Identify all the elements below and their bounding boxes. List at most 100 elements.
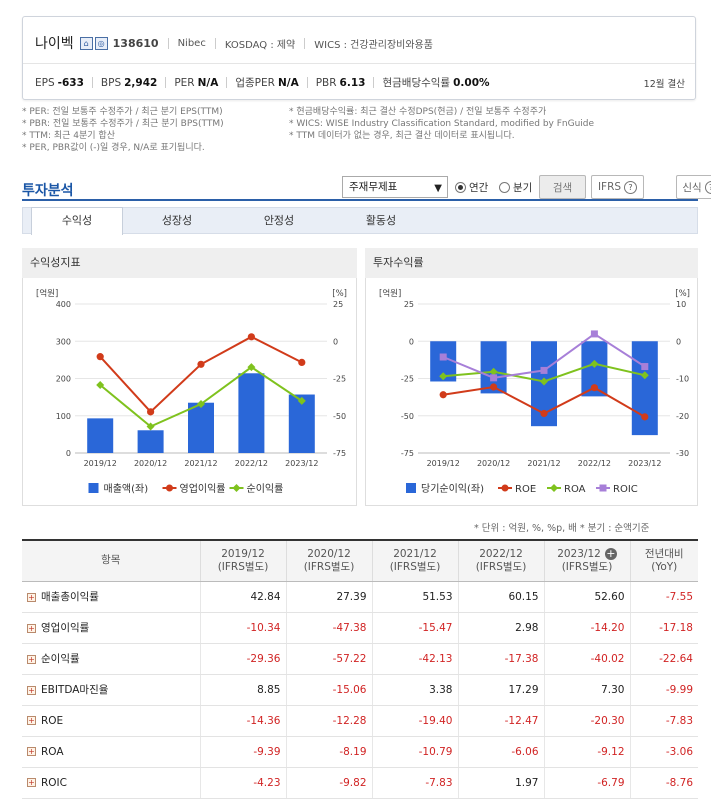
- note: * TTM: 최근 4분기 합산: [22, 131, 115, 141]
- metric-value: 6.13: [339, 76, 366, 89]
- english-name: Nibec: [177, 37, 206, 49]
- new-format-label: 신식: [682, 181, 702, 194]
- search-button-label: 검색: [552, 181, 573, 194]
- y2-tick-label: -50: [333, 412, 346, 421]
- statement-select[interactable]: 주재무제표 ▼: [342, 176, 448, 198]
- table-cell: 3.38: [371, 674, 458, 706]
- divider: [304, 37, 306, 49]
- metric-key: PER: [174, 76, 195, 89]
- column-basis: (IFRS별도): [561, 560, 613, 573]
- row-label: 순이익률: [41, 653, 80, 665]
- tab-profitability[interactable]: 수익성: [31, 207, 123, 235]
- table-body: + 매출총이익률 42.84 27.39 51.53 60.15 52.60 -7.55 + 영업…: [22, 581, 698, 799]
- legend-label: ROIC: [613, 484, 638, 495]
- series-point: [297, 396, 306, 405]
- bar: [631, 341, 658, 436]
- section-underline: [22, 199, 698, 201]
- expand-icon[interactable]: +: [27, 778, 36, 787]
- radio-annual-label: 연간: [469, 182, 489, 194]
- row-label-cell[interactable]: + ROIC: [22, 767, 200, 799]
- expand-icon[interactable]: +: [27, 716, 36, 725]
- column-period: 2019/12: [221, 547, 265, 560]
- metric-item: 업종PER N/A: [235, 75, 298, 90]
- y-tick-label: 300: [56, 337, 71, 346]
- radio-quarter[interactable]: 분기: [499, 180, 532, 195]
- table-cell: 17.29: [457, 674, 544, 706]
- table-header-row: 항목 2019/12 (IFRS별도) 2020/12 (IFRS별도) 2021/…: [22, 539, 698, 582]
- company-icon[interactable]: ◎: [94, 36, 108, 50]
- series-point: [590, 330, 598, 338]
- table-row: + ROA -9.39 -8.19 -10.79 -6.06 -9.12 -3.06: [22, 736, 698, 768]
- row-label-cell[interactable]: + 매출총이익률: [22, 581, 200, 613]
- table-cell: 51.53: [371, 581, 458, 613]
- table-cell: -7.83: [629, 705, 698, 737]
- y-tick-label: -50: [401, 412, 414, 421]
- tab-activity[interactable]: 활동성: [365, 214, 397, 227]
- left-panel-title: 수익성지표: [22, 248, 357, 278]
- metrics-row: EPS -633 BPS 2,942 PER N/A 업종PER N/A PBR 6.13 현금배당…: [35, 75, 490, 90]
- row-label-cell[interactable]: + 순이익률: [22, 643, 200, 675]
- radio-dot-icon: [455, 182, 466, 193]
- row-label-cell[interactable]: + ROE: [22, 705, 200, 737]
- y2-tick-label: 25: [333, 300, 343, 309]
- tab-stability[interactable]: 안정성: [263, 214, 295, 227]
- tab-growth[interactable]: 성장성: [161, 214, 193, 227]
- row-label: ROIC: [41, 776, 67, 789]
- table-cell: -3.06: [629, 736, 698, 768]
- chevron-down-icon: ▼: [434, 183, 442, 194]
- expand-icon[interactable]: +: [27, 747, 36, 756]
- table-cell: -6.06: [457, 736, 544, 768]
- x-tick-label: 2019/12: [84, 459, 117, 468]
- return-chart: [억원] [%] 25 0 -25 -50 -75 10 0 -10 -20 -30 2019/12 20…: [379, 288, 690, 495]
- settlement-label: 12월 결산: [643, 79, 685, 90]
- metric-value: 2,942: [124, 76, 158, 89]
- ifrs-help-button[interactable]: IFRS ?: [591, 175, 644, 199]
- table-cell: 1.97: [457, 767, 544, 799]
- new-format-button[interactable]: 신식 ?: [676, 175, 711, 199]
- column-basis: (IFRS별도): [217, 560, 269, 573]
- company-name: 나이벡: [35, 36, 74, 52]
- series-point: [490, 374, 498, 382]
- y-tick-label: 0: [409, 337, 414, 346]
- expand-icon[interactable]: +: [27, 654, 36, 664]
- table-cell: -22.64: [629, 643, 698, 675]
- divider: [226, 77, 228, 88]
- radio-quarter-label: 분기: [513, 182, 533, 194]
- column-period: 2021/12: [393, 547, 437, 560]
- radio-annual[interactable]: 연간: [455, 180, 488, 195]
- statement-select-value: 주재무제표: [349, 181, 398, 193]
- table-cell: -9.39: [199, 736, 286, 768]
- expand-icon[interactable]: +: [27, 592, 36, 602]
- series-point: [540, 409, 548, 418]
- home-icon[interactable]: ⌂: [79, 36, 93, 50]
- add-column-icon[interactable]: +: [604, 546, 617, 560]
- expand-icon[interactable]: +: [27, 685, 36, 695]
- help-icon: ?: [624, 180, 638, 194]
- table-cell: -10.79: [371, 736, 458, 768]
- x-tick-label: 2022/12: [235, 459, 268, 468]
- divider: [165, 77, 167, 88]
- expand-icon[interactable]: +: [27, 623, 36, 633]
- table-cell: -6.79: [543, 767, 630, 799]
- metric-key: 업종PER: [235, 77, 275, 89]
- search-button[interactable]: 검색: [539, 175, 586, 199]
- table-cell: -17.38: [457, 643, 544, 675]
- table-cell: -57.22: [285, 643, 372, 675]
- row-label-cell[interactable]: + ROA: [22, 736, 200, 768]
- series-point: [197, 400, 205, 409]
- metric-value: -633: [57, 76, 84, 89]
- row-label-cell[interactable]: + EBITDA마진율: [22, 674, 200, 706]
- table-cell: 7.30: [543, 674, 630, 706]
- help-icon: ?: [704, 180, 711, 194]
- column-basis: (IFRS별도): [303, 560, 355, 573]
- company-title-row: 나이벡 ⌂ ◎ 138610 Nibec KOSDAQ : 제약 WICS : …: [35, 33, 433, 53]
- row-label: ROA: [41, 745, 64, 758]
- column-basis: (YoY): [651, 560, 678, 573]
- metric-item: PER N/A: [174, 77, 218, 89]
- profitability-table: 항목 2019/12 (IFRS별도) 2020/12 (IFRS별도) 2021/…: [22, 539, 698, 799]
- row-label-cell[interactable]: + 영업이익률: [22, 612, 200, 644]
- table-cell: -14.36: [199, 705, 286, 737]
- x-tick-label: 2023/12: [285, 459, 318, 468]
- metric-item: 현금배당수익률 0.00%: [382, 75, 489, 90]
- stock-code: 138610: [112, 36, 159, 50]
